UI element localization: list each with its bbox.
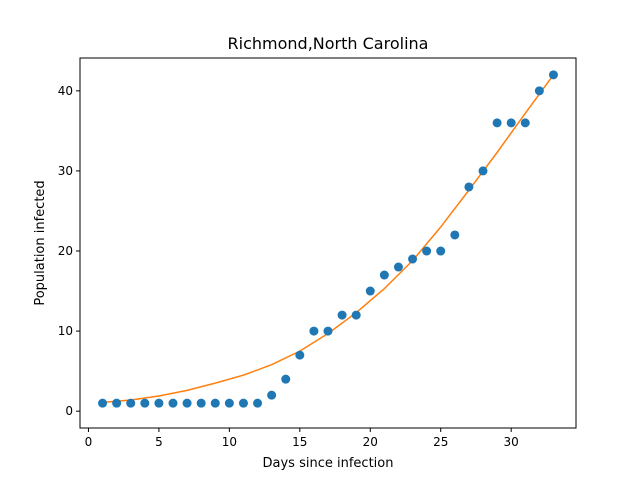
data-point — [210, 398, 220, 408]
data-point — [309, 326, 319, 336]
data-point — [393, 262, 403, 272]
data-point — [520, 118, 530, 128]
data-point — [408, 254, 418, 264]
data-point — [337, 310, 347, 320]
x-tick-label: 20 — [363, 435, 378, 449]
data-point — [492, 118, 502, 128]
axis-ticks: 0 5 10 15 20 25 30 0 10 20 30 40 — [58, 84, 519, 449]
x-tick-label: 30 — [504, 435, 519, 449]
data-point — [351, 310, 361, 320]
y-tick-label: 0 — [65, 404, 73, 418]
data-point — [126, 398, 136, 408]
x-tick-label: 5 — [155, 435, 163, 449]
plot-marks — [98, 70, 558, 408]
data-point — [140, 398, 150, 408]
data-point — [267, 390, 277, 400]
data-point — [112, 398, 122, 408]
x-tick-label: 0 — [85, 435, 93, 449]
y-tick-label: 40 — [58, 84, 73, 98]
data-point — [253, 398, 263, 408]
data-point — [436, 246, 446, 256]
y-tick-label: 30 — [58, 164, 73, 178]
x-axis-label: Days since infection — [263, 456, 394, 471]
x-tick-label: 10 — [222, 435, 237, 449]
chart-title: Richmond,North Carolina — [228, 34, 429, 53]
data-point — [548, 70, 558, 80]
x-tick-label: 25 — [433, 435, 448, 449]
data-point — [365, 286, 375, 296]
data-point — [295, 350, 305, 360]
data-point — [154, 398, 164, 408]
data-point — [534, 86, 544, 96]
data-point — [478, 166, 488, 176]
data-point — [182, 398, 192, 408]
data-point — [224, 398, 234, 408]
y-axis-label: Population infected — [33, 180, 48, 305]
data-point — [506, 118, 516, 128]
data-point — [379, 270, 389, 280]
y-tick-label: 20 — [58, 244, 73, 258]
data-point — [196, 398, 206, 408]
data-point — [323, 326, 333, 336]
data-point — [238, 398, 248, 408]
data-point — [450, 230, 460, 240]
axes-frame — [79, 57, 577, 429]
data-point — [422, 246, 432, 256]
data-point — [98, 398, 108, 408]
data-point — [281, 374, 291, 384]
y-tick-label: 10 — [58, 324, 73, 338]
data-point — [168, 398, 178, 408]
data-point — [464, 182, 474, 192]
x-tick-label: 15 — [292, 435, 307, 449]
